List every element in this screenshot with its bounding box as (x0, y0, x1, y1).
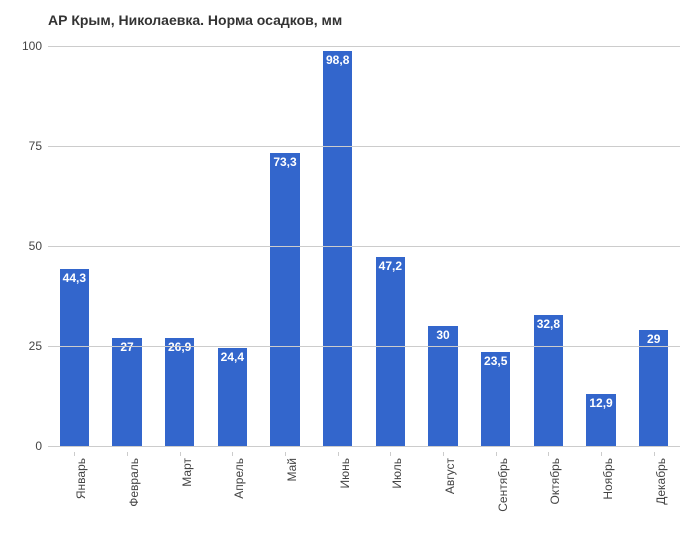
chart-title: АР Крым, Николаевка. Норма осадков, мм (48, 12, 342, 28)
y-tick-label: 50 (6, 239, 42, 253)
x-label-slot: Ноябрь (575, 452, 628, 542)
gridline (48, 446, 680, 447)
gridline (48, 146, 680, 147)
x-label-slot: Июнь (311, 452, 364, 542)
x-label-slot: Октябрь (522, 452, 575, 542)
x-axis-label: Август (443, 458, 457, 494)
bar-value-label: 30 (436, 328, 449, 342)
bar-value-label: 26,9 (168, 340, 191, 354)
x-tick (127, 452, 128, 456)
y-tick-label: 100 (6, 39, 42, 53)
x-label-slot: Август (417, 452, 470, 542)
x-axis-label: Май (285, 458, 299, 482)
bar-value-label: 12,9 (589, 396, 612, 410)
x-label-slot: Март (153, 452, 206, 542)
x-tick (601, 452, 602, 456)
x-tick (443, 452, 444, 456)
y-tick-label: 0 (6, 439, 42, 453)
bar: 12,9 (586, 394, 615, 446)
bar: 29 (639, 330, 668, 446)
x-axis-labels: Январь Февраль Март Апрель Май Июнь Июль Август… (48, 452, 680, 542)
bar: 24,4 (218, 348, 247, 446)
x-axis-label: Октябрь (548, 458, 562, 505)
x-axis-label: Февраль (127, 458, 141, 507)
gridline (48, 246, 680, 247)
bar: 47,2 (376, 257, 405, 446)
bar-value-label: 29 (647, 332, 660, 346)
bar: 26,9 (165, 338, 194, 446)
x-axis-label: Июнь (338, 458, 352, 489)
x-tick (390, 452, 391, 456)
x-label-slot: Май (259, 452, 312, 542)
bar-value-label: 73,3 (273, 155, 296, 169)
x-axis-label: Июль (390, 458, 404, 489)
x-tick (74, 452, 75, 456)
x-axis-label: Сентябрь (496, 458, 510, 512)
x-label-slot: Апрель (206, 452, 259, 542)
x-label-slot: Декабрь (627, 452, 680, 542)
x-tick (285, 452, 286, 456)
bar-value-label: 27 (120, 340, 133, 354)
x-axis-label: Декабрь (654, 458, 668, 505)
bar: 27 (112, 338, 141, 446)
bar: 98,8 (323, 51, 352, 446)
bar: 32,8 (534, 315, 563, 446)
x-tick (496, 452, 497, 456)
x-tick (232, 452, 233, 456)
x-tick (338, 452, 339, 456)
x-tick (548, 452, 549, 456)
y-tick-label: 25 (6, 339, 42, 353)
x-label-slot: Февраль (101, 452, 154, 542)
gridline (48, 346, 680, 347)
x-tick (654, 452, 655, 456)
bar: 30 (428, 326, 457, 446)
x-axis-label: Апрель (232, 458, 246, 499)
bar: 73,3 (270, 153, 299, 446)
x-axis-label: Март (180, 458, 194, 487)
gridline (48, 46, 680, 47)
chart-container: АР Крым, Николаевка. Норма осадков, мм 4… (0, 0, 700, 550)
bar-value-label: 24,4 (221, 350, 244, 364)
x-tick (180, 452, 181, 456)
x-label-slot: Июль (364, 452, 417, 542)
bar-value-label: 44,3 (63, 271, 86, 285)
x-axis-label: Январь (74, 458, 88, 499)
x-label-slot: Сентябрь (469, 452, 522, 542)
bar-value-label: 23,5 (484, 354, 507, 368)
bar: 44,3 (60, 269, 89, 446)
x-label-slot: Январь (48, 452, 101, 542)
bar-value-label: 32,8 (537, 317, 560, 331)
bar-value-label: 98,8 (326, 53, 349, 67)
bar-value-label: 47,2 (379, 259, 402, 273)
x-axis-label: Ноябрь (601, 458, 615, 500)
y-tick-label: 75 (6, 139, 42, 153)
bar: 23,5 (481, 352, 510, 446)
plot-area: 44,3 27 26,9 24,4 73,3 98,8 47,2 30 23,5 32,8 12,9… (48, 46, 680, 446)
